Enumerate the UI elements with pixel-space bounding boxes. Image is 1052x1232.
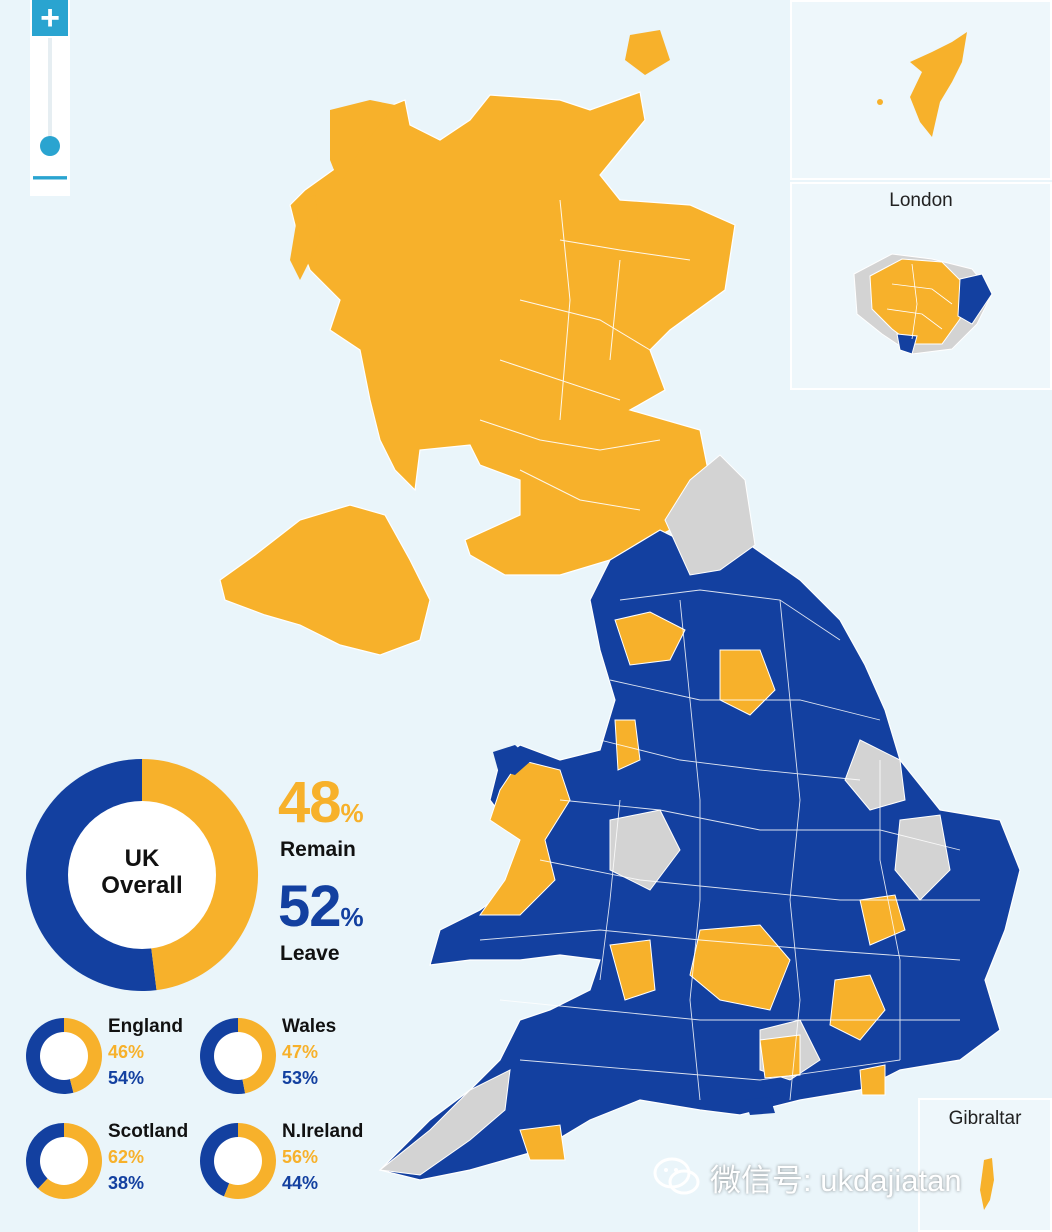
minus-icon: — xyxy=(33,157,67,195)
donut-hole xyxy=(68,801,216,949)
region-exeter-remain[interactable] xyxy=(519,1124,566,1161)
region-orkney[interactable] xyxy=(625,30,670,75)
region-norfolk-no-data[interactable] xyxy=(894,814,951,901)
region-scotland-islands[interactable] xyxy=(290,195,320,280)
wechat-icon xyxy=(653,1157,700,1195)
region-scotland-hebrides[interactable] xyxy=(330,100,395,185)
region-leave-value: 38% xyxy=(108,1173,145,1193)
shetland-shape xyxy=(877,32,967,137)
region-result-england[interactable]: England 46% 54% xyxy=(24,1016,194,1100)
leave-value: 52 xyxy=(278,874,342,939)
remain-value: 48 xyxy=(278,770,342,835)
uk-overall-line2: Overall xyxy=(101,872,183,899)
scotland-boundaries xyxy=(479,199,691,511)
region-name: England xyxy=(108,1016,183,1037)
leave-label: Leave xyxy=(280,942,340,965)
region-remain-value: 56% xyxy=(282,1147,319,1167)
region-cornwall[interactable] xyxy=(378,1069,511,1176)
region-northern-ireland[interactable] xyxy=(219,504,431,656)
region-manchester-remain[interactable] xyxy=(614,611,686,666)
inset-shetland[interactable] xyxy=(790,0,1052,180)
uk-overall-line1: UK xyxy=(124,845,160,872)
region-north-no-data[interactable] xyxy=(664,454,756,576)
region-donut xyxy=(26,1123,103,1199)
london-shape xyxy=(853,253,993,355)
region-bristol-remain[interactable] xyxy=(609,939,656,1001)
inset-gibraltar[interactable]: Gibraltar xyxy=(918,1098,1052,1232)
region-east-no-data[interactable] xyxy=(844,739,906,811)
region-result-scotland[interactable]: Scotland 62% 38% xyxy=(24,1121,194,1205)
remain-percentage: 48% xyxy=(278,774,364,842)
region-wales-remain[interactable] xyxy=(479,759,571,916)
zoom-control: + — xyxy=(30,0,70,196)
region-anglesey[interactable] xyxy=(493,745,532,775)
london-inset-label: London xyxy=(889,190,953,211)
region-remain-value: 62% xyxy=(108,1147,145,1167)
zoom-in-button[interactable]: + xyxy=(32,0,68,36)
region-isle-of-wight[interactable] xyxy=(745,1097,775,1115)
zoom-out-button[interactable]: — xyxy=(32,158,68,194)
gibraltar-inset-label: Gibraltar xyxy=(948,1108,1022,1129)
zoom-slider-track[interactable] xyxy=(48,38,52,138)
region-cambridge-remain[interactable] xyxy=(859,894,906,946)
region-liverpool-remain[interactable] xyxy=(614,719,641,771)
region-result-wales[interactable]: Wales 47% 53% xyxy=(198,1016,368,1100)
region-london-remain[interactable] xyxy=(829,974,886,1041)
uk-overall-label: UK Overall xyxy=(24,845,260,899)
region-name: N.Ireland xyxy=(282,1121,364,1142)
region-donut xyxy=(200,1018,277,1094)
region-guildford-remain[interactable] xyxy=(759,1034,801,1079)
remain-unit: % xyxy=(340,798,364,828)
remain-label: Remain xyxy=(280,838,356,861)
region-scotland[interactable] xyxy=(289,91,736,576)
uk-overall-donut xyxy=(26,759,259,991)
region-remain-value: 47% xyxy=(282,1042,319,1062)
leave-percentage: 52% xyxy=(278,878,364,946)
gibraltar-shape xyxy=(980,1158,994,1210)
leave-unit: % xyxy=(340,902,364,932)
region-donut xyxy=(200,1123,277,1199)
inset-london[interactable]: London xyxy=(790,182,1052,390)
region-remain-value: 46% xyxy=(108,1042,145,1062)
region-donut xyxy=(26,1018,103,1094)
region-mid-no-data[interactable] xyxy=(609,809,681,891)
plus-icon: + xyxy=(40,0,60,37)
england-boundaries xyxy=(479,589,980,1101)
watermark: 微信号: ukdajiatan xyxy=(652,1152,962,1202)
region-name: Wales xyxy=(282,1016,337,1037)
region-leave-value: 54% xyxy=(108,1068,145,1088)
region-leave-value: 44% xyxy=(282,1173,319,1193)
watermark-text: 微信号: ukdajiatan xyxy=(710,1162,962,1198)
region-brighton-remain[interactable] xyxy=(859,1064,886,1096)
region-leeds-remain[interactable] xyxy=(719,649,776,716)
region-name: Scotland xyxy=(108,1121,189,1142)
region-leave-value: 53% xyxy=(282,1068,319,1088)
region-result-northern-ireland[interactable]: N.Ireland 56% 44% xyxy=(198,1121,368,1205)
zoom-slider-handle[interactable] xyxy=(40,136,60,156)
region-oxford-remain[interactable] xyxy=(689,924,791,1011)
